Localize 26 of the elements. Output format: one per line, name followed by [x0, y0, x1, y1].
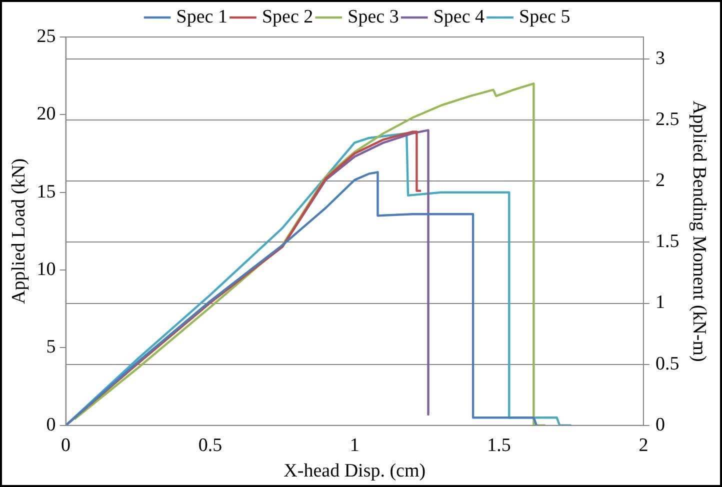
x-tick-label: 1.5: [487, 434, 511, 456]
y2-tick-label: 0: [655, 414, 665, 436]
y2-tick-label: 1: [655, 292, 665, 314]
y-tick-label: 20: [36, 104, 56, 125]
y-tick-label: 15: [36, 181, 56, 202]
y-tick-label: 10: [36, 259, 56, 280]
legend-label: Spec 4: [433, 6, 486, 28]
y2-tick-label: 1.5: [655, 231, 680, 252]
legend-label: Spec 5: [519, 6, 570, 28]
y2-tick-label: 3: [655, 48, 665, 69]
legend-label: Spec 2: [262, 6, 314, 28]
y2-axis-title: Applied Bending Moment (kN-m): [688, 100, 710, 362]
x-tick-label: 2: [638, 434, 648, 456]
x-axis-title: X-head Disp. (cm): [284, 460, 426, 482]
y-axis-title: Applied Load (kN): [8, 158, 30, 304]
x-tick-label: 0: [61, 434, 71, 456]
y-tick-label: 5: [46, 336, 56, 358]
y-tick-label: 0: [46, 414, 56, 436]
y-tick-label: 25: [36, 26, 56, 47]
y2-tick-label: 2: [655, 170, 665, 192]
x-tick-label: 1: [350, 434, 360, 456]
legend-label: Spec 1: [176, 6, 228, 28]
y2-tick-label: 2.5: [655, 109, 680, 130]
x-tick-label: 0.5: [198, 434, 222, 456]
legend-label: Spec 3: [348, 6, 399, 28]
y2-tick-label: 0.5: [655, 353, 680, 374]
